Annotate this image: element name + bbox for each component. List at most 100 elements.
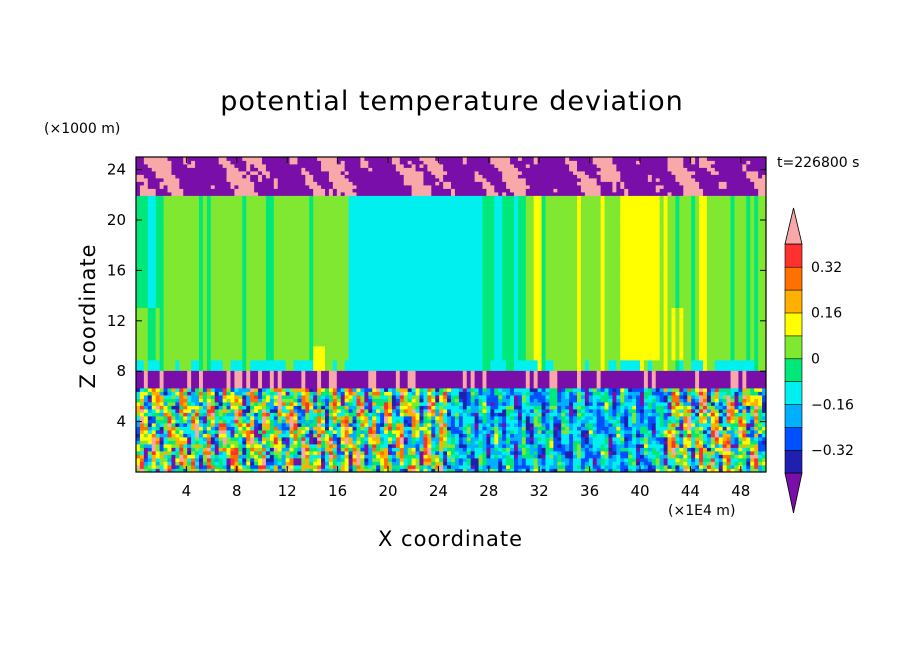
heatmap-cell xyxy=(269,356,275,361)
heatmap-cell xyxy=(175,353,180,357)
heatmap-cell xyxy=(155,447,161,452)
heatmap-cell xyxy=(155,374,161,378)
heatmap-cell xyxy=(218,398,224,403)
heatmap-cell xyxy=(238,178,243,182)
heatmap-cell xyxy=(332,279,338,284)
heatmap-cell xyxy=(336,307,342,312)
heatmap-cell xyxy=(285,318,290,322)
heatmap-cell xyxy=(277,157,283,161)
heatmap-cell xyxy=(210,423,216,427)
heatmap-cell xyxy=(325,251,330,256)
heatmap-cell xyxy=(171,202,176,207)
heatmap-cell xyxy=(230,293,235,298)
heatmap-cell xyxy=(332,458,338,462)
heatmap-cell xyxy=(171,237,176,242)
heatmap-cell xyxy=(202,213,208,217)
heatmap-cell xyxy=(159,454,164,459)
heatmap-cell xyxy=(226,265,231,270)
heatmap-cell xyxy=(265,377,271,382)
heatmap-cell xyxy=(242,213,247,217)
heatmap-cell xyxy=(313,311,318,315)
heatmap-cell xyxy=(269,332,275,336)
heatmap-cell xyxy=(199,325,204,329)
heatmap-cell xyxy=(155,272,161,277)
heatmap-cell xyxy=(293,206,298,210)
heatmap-cell xyxy=(218,157,224,161)
heatmap-cell xyxy=(191,412,196,417)
heatmap-cell xyxy=(214,311,220,315)
heatmap-cell xyxy=(328,314,334,319)
heatmap-cell xyxy=(340,363,346,368)
heatmap-cell xyxy=(328,227,334,231)
heatmap-cell xyxy=(336,234,342,238)
heatmap-cell xyxy=(187,356,192,361)
heatmap-cell xyxy=(277,213,283,217)
heatmap-cell xyxy=(340,374,346,378)
heatmap-cell xyxy=(297,223,302,228)
heatmap-cell xyxy=(293,409,298,413)
heatmap-cell xyxy=(230,335,235,340)
heatmap-cell xyxy=(336,188,342,193)
heatmap-cell xyxy=(202,279,208,284)
heatmap-cell xyxy=(171,321,176,326)
heatmap-cell xyxy=(313,409,318,413)
heatmap-cell xyxy=(226,332,231,336)
heatmap-cell xyxy=(246,206,251,210)
heatmap-cell xyxy=(348,440,353,445)
heatmap-cell xyxy=(163,349,168,354)
heatmap-cell xyxy=(159,304,164,308)
heatmap-cell xyxy=(293,468,298,472)
heatmap-cell xyxy=(285,311,290,315)
heatmap-cell xyxy=(305,321,310,326)
heatmap-cell xyxy=(136,248,141,252)
heatmap-cell xyxy=(336,255,342,259)
heatmap-cell xyxy=(187,339,192,343)
heatmap-cell xyxy=(289,234,294,238)
heatmap-cell xyxy=(179,160,184,165)
heatmap-cell xyxy=(147,286,153,291)
heatmap-cell xyxy=(340,454,346,459)
heatmap-cell xyxy=(147,409,153,413)
heatmap-cell xyxy=(277,258,283,263)
heatmap-cell xyxy=(230,468,235,472)
heatmap-cell xyxy=(147,328,153,333)
heatmap-cell xyxy=(254,377,259,382)
heatmap-cell xyxy=(226,230,231,235)
heatmap-cell xyxy=(214,465,220,469)
heatmap-cell xyxy=(139,188,145,193)
heatmap-cell xyxy=(199,265,204,270)
heatmap-cell xyxy=(159,388,164,392)
heatmap-cell xyxy=(202,377,208,382)
heatmap-cell xyxy=(313,262,318,266)
heatmap-cell xyxy=(183,269,188,273)
heatmap-cell xyxy=(202,437,208,441)
heatmap-cell xyxy=(340,370,346,375)
heatmap-cell xyxy=(305,398,310,403)
heatmap-cell xyxy=(265,367,271,371)
heatmap-cell xyxy=(289,311,294,315)
heatmap-cell xyxy=(317,405,322,410)
heatmap-cell xyxy=(234,412,239,417)
heatmap-cell xyxy=(344,230,350,235)
heatmap-cell xyxy=(234,230,239,235)
heatmap-cell xyxy=(332,353,338,357)
heatmap-cell xyxy=(305,465,310,469)
heatmap-cell xyxy=(206,209,212,214)
heatmap-cell xyxy=(147,297,153,301)
heatmap-cell xyxy=(348,164,353,168)
heatmap-cell xyxy=(199,178,204,182)
heatmap-cell xyxy=(226,321,231,326)
heatmap-cell xyxy=(187,258,192,263)
heatmap-cell xyxy=(167,293,172,298)
heatmap-cell xyxy=(218,381,224,385)
heatmap-cell xyxy=(344,244,350,249)
heatmap-cell xyxy=(238,157,243,161)
heatmap-cell xyxy=(206,419,212,424)
heatmap-cell xyxy=(183,349,188,354)
heatmap-cell xyxy=(313,307,318,312)
heatmap-cell xyxy=(139,223,145,228)
heatmap-cell xyxy=(139,426,145,431)
heatmap-cell xyxy=(136,342,141,347)
heatmap-cell xyxy=(230,353,235,357)
heatmap-cell xyxy=(155,440,161,445)
